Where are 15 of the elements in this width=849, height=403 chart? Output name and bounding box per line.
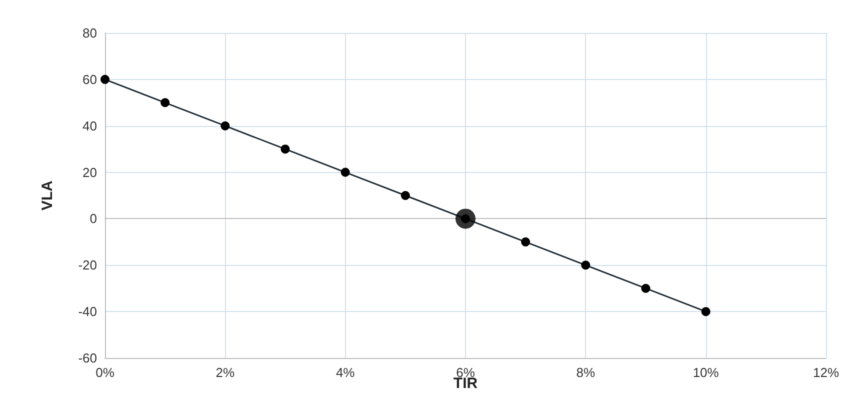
x-tick-label: 0% <box>96 365 115 380</box>
x-tick-label: 10% <box>692 365 720 380</box>
y-tick-label: 20 <box>82 164 97 180</box>
y-tick-label: 80 <box>82 26 97 40</box>
y-tick-label: -20 <box>78 258 97 273</box>
y-tick-label: 60 <box>82 72 97 87</box>
x-tick-label: 8% <box>576 365 596 380</box>
x-tick-label: 4% <box>336 365 356 380</box>
y-tick-label: 0 <box>90 211 97 226</box>
y-tick-label: 40 <box>82 118 97 134</box>
x-tick-label: 2% <box>216 365 235 380</box>
y-tick-label: -60 <box>78 350 97 366</box>
x-tick-label: 12% <box>812 365 840 380</box>
y-tick-label: -40 <box>78 304 97 320</box>
y-axis-title: VLA <box>39 180 56 210</box>
